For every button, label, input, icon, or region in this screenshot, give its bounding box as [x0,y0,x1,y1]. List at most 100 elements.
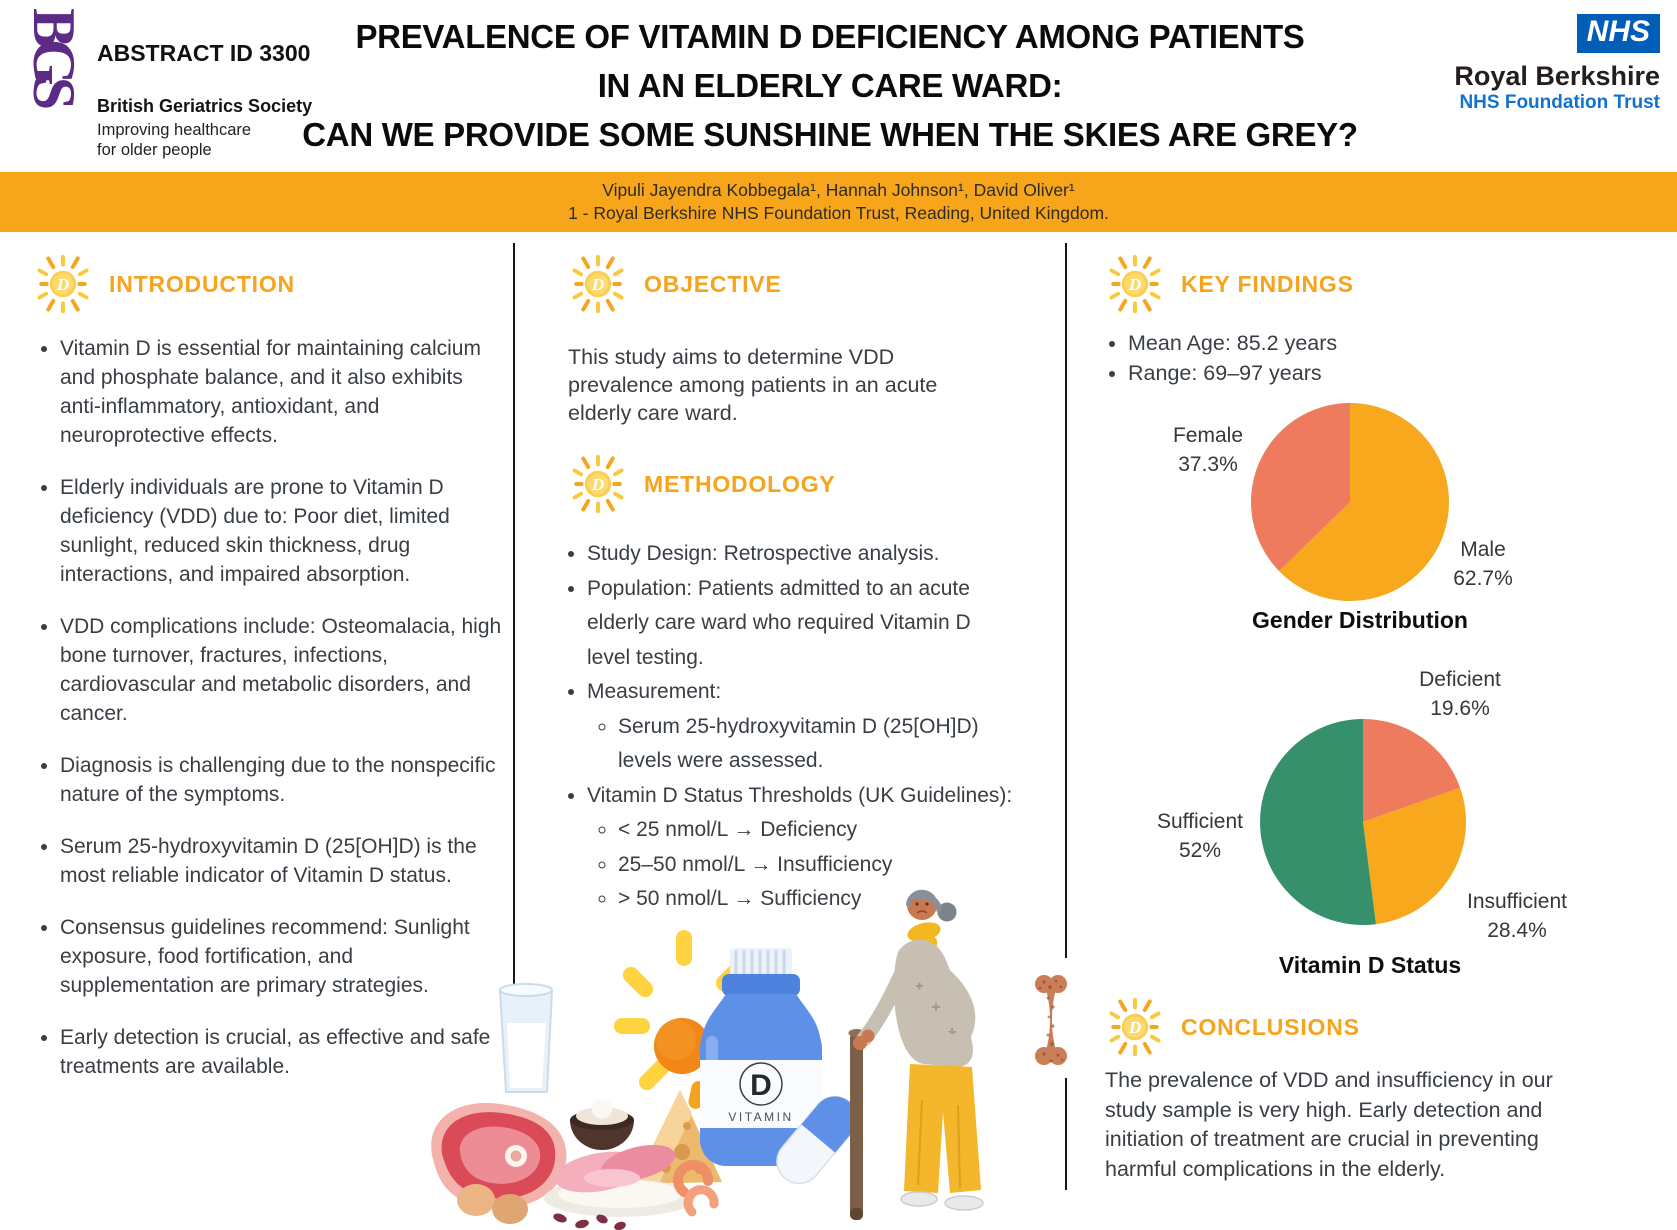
poster-title: PREVALENCE OF VITAMIN D DEFICIENCY AMONG… [290,12,1370,159]
sun-icon: D [1100,988,1170,1066]
bottle-letter: D [750,1069,772,1102]
methodology-sub-bullet: Serum 25-hydroxyvitamin D (25[OH]D) leve… [618,710,1017,779]
sun-icon: D [563,245,633,323]
sun-icon: D [1100,245,1170,323]
methodology-bullet: Vitamin D Status Thresholds (UK Guidelin… [587,779,1017,917]
intro-bullet: Serum 25-hydroxyvitamin D (25[OH]D) is t… [60,832,508,890]
walking-cane-illustration [848,1029,865,1220]
methodology-sub-bullet: 25–50 nmol/L → Insufficiency [618,848,1017,883]
bone-icon [1035,975,1067,1065]
vitamin-d-chart-title: Vitamin D Status [1278,952,1462,978]
vitamin-bottle-illustration: D VITAMIN [700,948,822,1166]
bottom-illustration: D VITAMIN [431,889,984,1230]
finding-bullet: Range: 69–97 years [1128,358,1548,388]
divider-left [513,243,515,1060]
methodology-list: Study Design: Retrospective analysis. Po… [563,537,1017,917]
conclusions-heading-block: D CONCLUSIONS [1100,983,1360,1071]
gender-chart-title: Gender Distribution [1252,607,1468,633]
key-findings-section: D KEY FINDINGS Mean Age: 85.2 years Rang… [1100,240,1630,1220]
svg-text:D: D [591,475,604,494]
objective-methodology-section: D OBJECTIVE This study aims to determine… [563,240,1012,940]
intro-bullet: Early detection is crucial, as effective… [60,1023,508,1081]
plate-illustration [544,1144,696,1217]
introduction-heading: INTRODUCTION [109,270,295,297]
pie-slice-insufficient [1363,787,1466,925]
intro-bullet: VDD complications include: Osteomalacia,… [60,612,508,728]
bgs-logo: BGS [21,8,94,166]
objective-text: This study aims to determine VDD prevale… [568,345,938,425]
divider-right-lower [1065,1078,1067,1190]
introduction-list: Vitamin D is essential for maintaining c… [34,334,508,1104]
intro-bullet: Diagnosis is challenging due to the nons… [60,751,508,809]
divider-right-upper [1065,243,1067,958]
bgs-info-block: ABSTRACT ID 3300 British Geriatrics Soci… [97,40,317,160]
objective-heading-block: D OBJECTIVE [563,240,782,328]
bgs-logo-letters: BGS [21,8,87,102]
svg-text:D: D [56,275,69,294]
trust-name: Royal Berkshire [1454,61,1660,91]
poster-title-line3: CAN WE PROVIDE SOME SUNSHINE WHEN THE SK… [302,116,1358,153]
pie-label-deficient: Deficient 19.6% [1419,668,1501,720]
sun-icon-svg: D [572,454,624,514]
introduction-section: D INTRODUCTION Vitamin D is essential fo… [28,240,501,1140]
methodology-bullet-text: Vitamin D Status Thresholds (UK Guidelin… [587,783,1013,807]
methodology-heading-block: D METHODOLOGY [563,440,836,528]
pie-label-male: Male 62.7% [1453,538,1513,590]
methodology-sublist: < 25 nmol/L → Deficiency 25–50 nmol/L → … [587,813,1017,917]
eggs-illustration [457,1184,528,1224]
meat-illustration [431,1103,567,1208]
methodology-sub-bullet: < 25 nmol/L → Deficiency [618,813,1017,848]
introduction-heading-block: D INTRODUCTION [28,240,295,328]
affiliation-line: 1 - Royal Berkshire NHS Foundation Trust… [568,203,1109,223]
milk-glass-illustration [498,983,554,1093]
methodology-sublist: Serum 25-hydroxyvitamin D (25[OH]D) leve… [587,710,1017,779]
gender-pie [1250,403,1449,601]
poster-title-line1: PREVALENCE OF VITAMIN D DEFICIENCY AMONG… [355,18,1305,55]
sun-icon-svg: D [37,254,89,314]
pie-label-female: Female 37.3% [1172,424,1244,476]
pie-slice-deficient [1363,719,1461,822]
authors-line: Vipuli Jayendra Kobbegala¹, Hannah Johns… [602,180,1075,200]
abstract-id: ABSTRACT ID 3300 [97,40,311,66]
intro-bullet: Vitamin D is essential for maintaining c… [60,334,508,450]
intro-bullet: Consensus guidelines recommend: Sunlight… [60,913,508,1000]
sun-icon: D [563,445,633,523]
beans-illustration [553,1213,626,1230]
bgs-tagline-line1: Improving healthcare [97,121,252,139]
methodology-bullet: Measurement: Serum 25-hydroxyvitamin D (… [587,675,1017,779]
authors-banner: Vipuli Jayendra Kobbegala¹, Hannah Johns… [0,172,1677,232]
key-findings-list: Mean Age: 85.2 years Range: 69–97 years [1100,328,1548,388]
sun-icon-svg: D [1109,254,1161,314]
nhs-logo-block: NHS Royal Berkshire NHS Foundation Trust [1454,14,1660,115]
methodology-bullet-text: Measurement: [587,680,722,703]
poster-title-line2: IN AN ELDERLY CARE WARD: [597,67,1063,104]
methodology-sub-bullet: > 50 nmol/L → Sufficiency [618,882,1017,917]
bgs-society-name: British Geriatrics Society [97,96,313,116]
pie-slice-female [1250,403,1350,572]
methodology-bullet: Population: Patients admitted to an acut… [587,572,1017,676]
gender-distribution-chart: Female 37.3% Male 62.7% Gender Distribut… [1100,395,1630,645]
pie-label-sufficient: Sufficient 52% [1157,810,1243,862]
methodology-bullet: Study Design: Retrospective analysis. [587,537,1017,572]
sun-icon-svg: D [1109,997,1161,1057]
sun-icon: D [28,245,98,323]
intro-bullet: Elderly individuals are prone to Vitamin… [60,473,508,589]
key-findings-heading: KEY FINDINGS [1181,270,1354,297]
vitamin-d-pie [1260,719,1466,925]
shrimp-illustration [673,1160,719,1217]
conclusions-heading: CONCLUSIONS [1181,1013,1360,1040]
vitamin-d-status-chart: Deficient 19.6% Sufficient 52% Insuffici… [1100,655,1630,990]
nhs-logo: NHS [1576,14,1660,53]
cream-bowl-illustration [570,1099,634,1150]
capsule-illustration [776,1095,858,1185]
pie-slice-sufficient [1260,719,1376,925]
bgs-tagline-line2: for older people [97,141,212,159]
trust-subtitle: NHS Foundation Trust [1459,92,1660,113]
bottle-word: VITAMIN [728,1110,793,1124]
key-findings-heading-block: D KEY FINDINGS [1100,240,1354,328]
svg-text:D: D [591,275,604,294]
pie-slice-male [1279,403,1449,601]
svg-text:D: D [1128,275,1141,294]
objective-heading: OBJECTIVE [644,270,782,297]
